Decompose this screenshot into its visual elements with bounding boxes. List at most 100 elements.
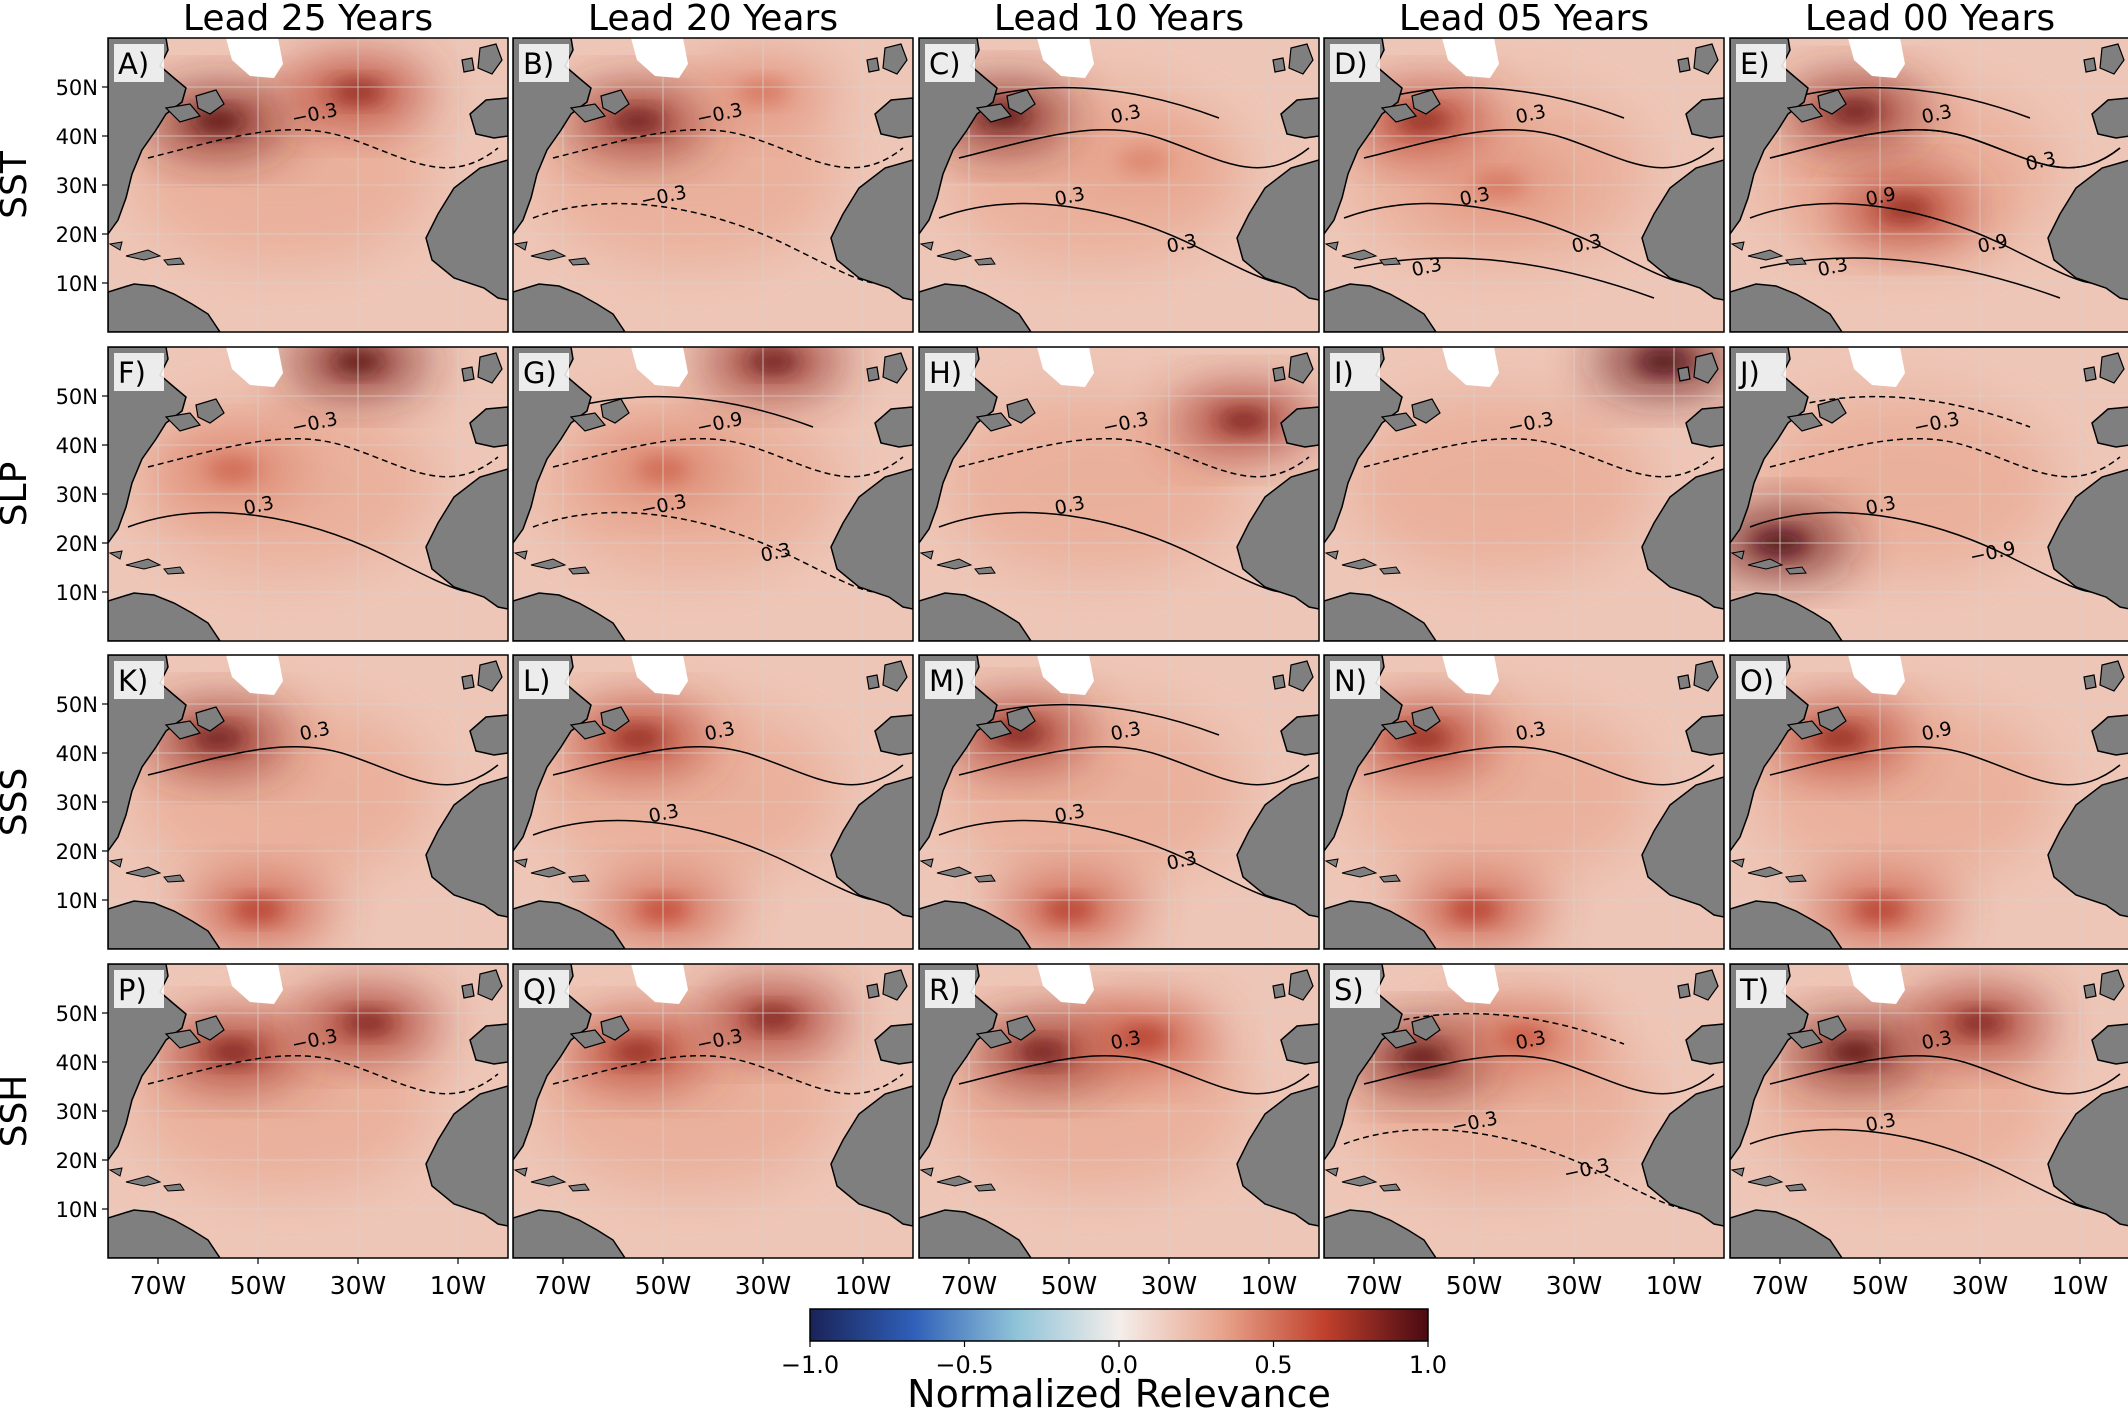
x-tick-label: 10W [2052, 1271, 2109, 1300]
y-tick-label: 30N [56, 174, 98, 198]
panel-label-box [925, 661, 975, 699]
panel-label: J) [1738, 356, 1760, 390]
contour-line [1789, 395, 2031, 428]
map-panel: 0.30.3L) [512, 654, 914, 950]
contour-line [572, 395, 814, 428]
x-tick-label: 30W [330, 1271, 387, 1300]
panel-label: I) [1334, 356, 1354, 390]
y-tick-label: 10N [56, 581, 98, 605]
panel-label: Q) [523, 973, 557, 1007]
map-panel: −0.3I) [1323, 346, 1725, 642]
row-label: SLP [0, 462, 35, 527]
contour-line [1363, 1055, 1715, 1095]
relevance-core [192, 111, 244, 132]
panel-border [1729, 963, 2128, 1259]
relevance-core [1118, 150, 1170, 171]
panel-label-box [1736, 44, 1786, 82]
x-tick-label: 10W [1646, 1271, 1703, 1300]
panel-label: T) [1739, 973, 1769, 1007]
y-tick-label: 20N [56, 532, 98, 556]
contour-line [1383, 1012, 1625, 1045]
x-tick-label: 30W [735, 1271, 792, 1300]
contour-line [147, 1055, 499, 1095]
map-panel: 0.3−0.3−0.3S)70W 50W 30W 10W [1323, 963, 1725, 1300]
panel-border [918, 654, 1320, 950]
panel-label-box [1330, 44, 1380, 82]
panel-label: P) [118, 973, 147, 1007]
map-panel: −0.9−0.30.3G) [512, 346, 914, 642]
panel-label: O) [1740, 664, 1774, 698]
y-tick-label: 10N [56, 1198, 98, 1222]
x-tick-label: 10W [1241, 1271, 1298, 1300]
panel-label-box [114, 970, 164, 1008]
contour-line [958, 438, 1310, 478]
row-label: SSH [0, 1075, 35, 1148]
contour-line [1363, 438, 1715, 478]
column-title: Lead 00 Years [1805, 0, 2055, 39]
panel-border [1323, 654, 1725, 950]
map-panel: 0.3N) [1323, 654, 1725, 950]
contour-line [552, 129, 904, 169]
x-tick-label: 70W [1752, 1271, 1809, 1300]
panel-label-box [519, 353, 569, 391]
x-tick-label: 50W [1446, 1271, 1503, 1300]
row-label: SSS [0, 768, 35, 837]
panel-label-box [1736, 970, 1786, 1008]
relevance-core [612, 111, 664, 132]
panel-label: A) [118, 47, 149, 81]
relevance-core [1498, 1027, 1550, 1048]
panel-label-box [925, 353, 975, 391]
panel-border [918, 963, 1320, 1259]
panel-border [512, 654, 914, 950]
relevance-core [1218, 410, 1270, 431]
panel-label: S) [1334, 973, 1364, 1007]
y-tick-label: 50N [56, 693, 98, 717]
panel-border [918, 37, 1320, 333]
x-tick-label: 70W [535, 1271, 592, 1300]
map-panel: 0.3R)70W 50W 30W 10W [918, 963, 1320, 1300]
contour-line [147, 129, 499, 169]
map-panel: 0.30.30.3C) [918, 37, 1320, 333]
colorbar-tick-label: 0.5 [1254, 1351, 1292, 1379]
map-panel: 0.30.30.30.3D) [1323, 37, 1725, 333]
contour-line [1769, 746, 2121, 786]
map-panel: 0.30.30.3M) [918, 654, 1320, 950]
panel-label-box [1330, 970, 1380, 1008]
relevance-core [1638, 351, 1690, 372]
panel-label-box [519, 970, 569, 1008]
relevance-core [1829, 1042, 1881, 1063]
relevance-core [747, 351, 799, 372]
y-tick-label: 20N [56, 840, 98, 864]
y-tick-label: 50N [56, 385, 98, 409]
contour-line [1363, 746, 1715, 786]
colorbar-tick-label: −1.0 [781, 1351, 839, 1379]
relevance-core [1018, 1042, 1070, 1063]
y-tick-label: 40N [56, 1051, 98, 1075]
column-title: Lead 20 Years [588, 0, 838, 39]
panel-border [512, 346, 914, 642]
colorbar: −1.0 −0.5 0.0 0.5 1.0 Normalized Relevance [781, 1308, 1447, 1416]
panel-label: E) [1740, 47, 1770, 81]
panel-border [1729, 346, 2128, 642]
x-tick-label: 30W [1141, 1271, 1198, 1300]
panel-border [1729, 654, 2128, 950]
panel-label-box [114, 661, 164, 699]
panel-label: L) [523, 664, 550, 698]
relevance-core [612, 1042, 664, 1063]
relevance-core [207, 1042, 259, 1063]
panel-label: F) [118, 356, 146, 390]
contour-line [978, 86, 1220, 119]
x-tick-label: 30W [1952, 1271, 2009, 1300]
panel-label: D) [1334, 47, 1368, 81]
panel-label-box [114, 44, 164, 82]
panel-label: G) [523, 356, 557, 390]
relevance-core [612, 728, 664, 749]
x-tick-label: 50W [635, 1271, 692, 1300]
relevance-core [192, 728, 244, 749]
panel-label-box [1736, 353, 1786, 391]
panel-label: B) [523, 47, 554, 81]
map-panel: −0.3−0.3B) [512, 37, 914, 333]
y-tick-label: 30N [56, 483, 98, 507]
